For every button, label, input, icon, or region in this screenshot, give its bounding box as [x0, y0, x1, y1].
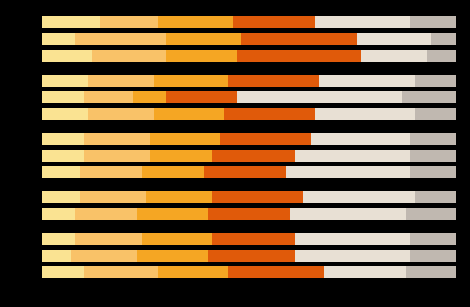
Bar	[311, 133, 410, 145]
Bar	[208, 208, 290, 220]
Bar	[42, 150, 84, 162]
Bar	[295, 250, 410, 262]
Bar	[241, 33, 357, 45]
Bar	[92, 50, 166, 62]
Bar	[228, 266, 323, 278]
Bar	[406, 208, 456, 220]
Bar	[42, 50, 92, 62]
Bar	[166, 91, 237, 103]
Bar	[212, 233, 295, 245]
Bar	[431, 33, 456, 45]
Bar	[75, 208, 137, 220]
Bar	[166, 50, 237, 62]
Bar	[42, 250, 71, 262]
Bar	[79, 166, 141, 178]
Bar	[42, 108, 88, 120]
Bar	[42, 16, 100, 28]
Bar	[42, 233, 75, 245]
Bar	[290, 208, 406, 220]
Bar	[410, 250, 456, 262]
Bar	[42, 133, 84, 145]
Bar	[295, 150, 410, 162]
Bar	[75, 233, 141, 245]
Bar	[357, 33, 431, 45]
Bar	[286, 166, 410, 178]
Bar	[154, 108, 224, 120]
Bar	[410, 233, 456, 245]
Bar	[141, 233, 212, 245]
Bar	[212, 191, 303, 204]
Bar	[315, 108, 415, 120]
Bar	[361, 50, 427, 62]
Bar	[208, 250, 295, 262]
Bar	[410, 16, 456, 28]
Bar	[320, 75, 415, 87]
Bar	[233, 16, 315, 28]
Bar	[237, 50, 361, 62]
Bar	[315, 16, 410, 28]
Bar	[415, 191, 456, 204]
Bar	[237, 91, 402, 103]
Bar	[42, 91, 84, 103]
Bar	[84, 150, 150, 162]
Bar	[42, 208, 75, 220]
Bar	[88, 108, 154, 120]
Bar	[84, 266, 158, 278]
Bar	[79, 191, 146, 204]
Bar	[204, 166, 286, 178]
Bar	[146, 191, 212, 204]
Bar	[42, 191, 79, 204]
Bar	[410, 133, 456, 145]
Bar	[150, 133, 220, 145]
Bar	[415, 75, 456, 87]
Bar	[323, 266, 406, 278]
Bar	[137, 208, 208, 220]
Bar	[158, 16, 233, 28]
Bar	[100, 16, 158, 28]
Bar	[158, 266, 228, 278]
Bar	[212, 150, 295, 162]
Bar	[42, 75, 88, 87]
Bar	[427, 50, 456, 62]
Bar	[410, 150, 456, 162]
Bar	[220, 133, 311, 145]
Bar	[42, 166, 79, 178]
Bar	[75, 33, 166, 45]
Bar	[84, 91, 133, 103]
Bar	[71, 250, 137, 262]
Bar	[42, 266, 84, 278]
Bar	[141, 166, 204, 178]
Bar	[228, 75, 320, 87]
Bar	[295, 233, 410, 245]
Bar	[150, 150, 212, 162]
Bar	[166, 33, 241, 45]
Bar	[415, 108, 456, 120]
Bar	[84, 133, 150, 145]
Bar	[402, 91, 456, 103]
Bar	[410, 166, 456, 178]
Bar	[137, 250, 208, 262]
Bar	[224, 108, 315, 120]
Bar	[42, 33, 75, 45]
Bar	[406, 266, 456, 278]
Bar	[154, 75, 228, 87]
Bar	[303, 191, 415, 204]
Bar	[88, 75, 154, 87]
Bar	[133, 91, 166, 103]
